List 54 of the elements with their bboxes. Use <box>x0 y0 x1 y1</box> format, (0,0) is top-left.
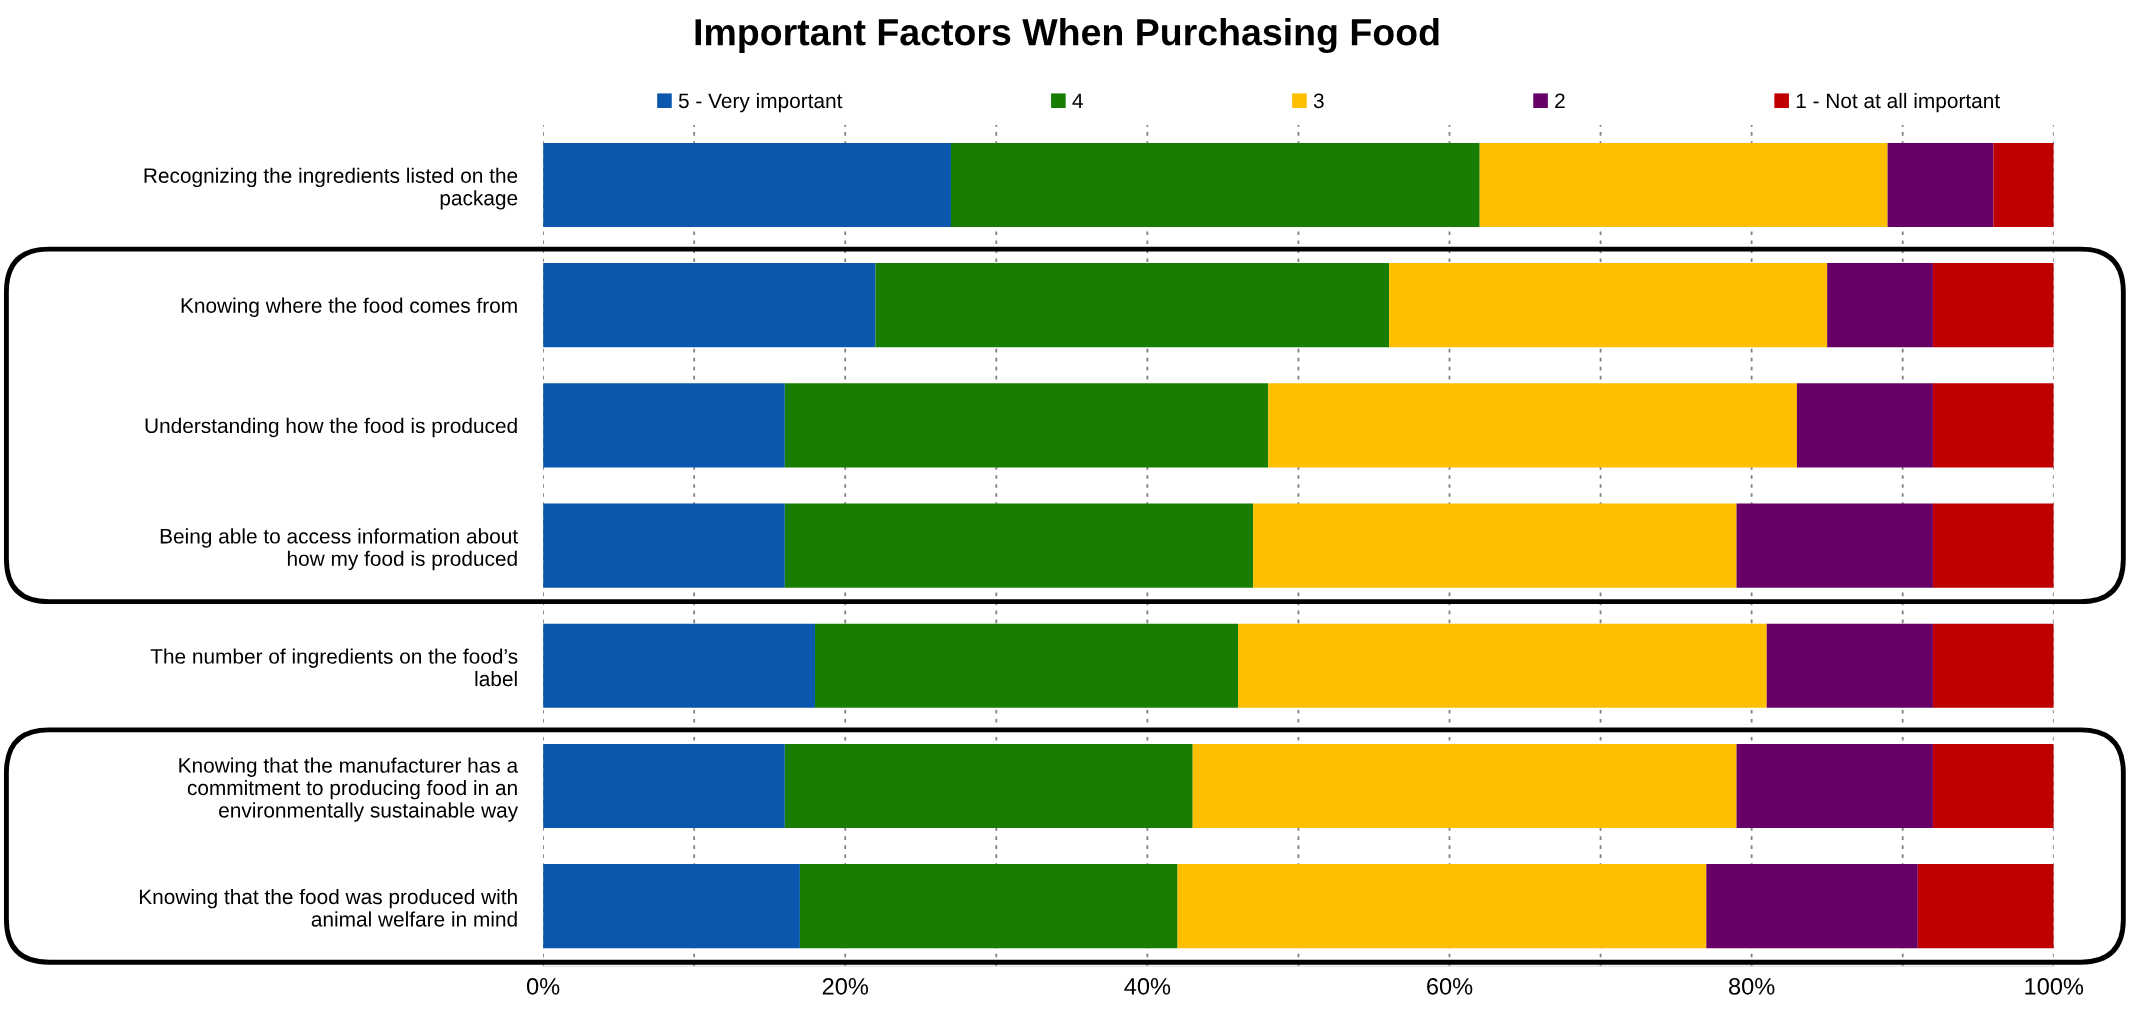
bar <box>1706 864 1918 949</box>
bar <box>543 142 951 228</box>
bar <box>1887 142 1994 228</box>
bar <box>543 743 785 829</box>
y-tick-label: Knowing that the food was produced with animal welfare in mind <box>139 888 517 927</box>
bar <box>1268 383 1797 468</box>
bar <box>1827 263 1933 348</box>
bar <box>1177 864 1707 949</box>
bar <box>799 864 1178 949</box>
bar <box>1389 263 1828 348</box>
bar <box>1993 142 2054 228</box>
legend-label: 1 - Not at all important <box>1796 92 2000 113</box>
bar <box>875 263 1390 348</box>
y-tick-label: The number of ingredients on the food’s label <box>150 648 518 687</box>
bar <box>543 864 800 949</box>
bar <box>543 383 785 468</box>
bar <box>784 743 1193 829</box>
bar <box>543 263 876 348</box>
bar <box>1932 503 2054 588</box>
bar <box>950 142 1480 228</box>
x-tick-label: 100% <box>2025 978 2084 995</box>
bar <box>1253 503 1737 588</box>
bar <box>784 503 1254 588</box>
bar <box>1736 503 1933 588</box>
bar <box>1932 263 2054 348</box>
bar <box>1736 743 1933 829</box>
bar <box>1192 743 1737 829</box>
y-tick-label: Being able to access information about how my food is produced <box>160 528 518 571</box>
bar <box>543 503 785 588</box>
bar <box>1932 383 2054 468</box>
legend-label: 5 - Very important <box>678 92 843 113</box>
legend-label: 2 <box>1555 93 1565 108</box>
y-tick-label: Recognizing the ingredients listed on the package <box>144 167 518 210</box>
x-tick-label: 80% <box>1729 978 1775 995</box>
bar <box>543 623 816 708</box>
legend-label: 4 <box>1072 93 1083 108</box>
legend-label: 3 <box>1313 93 1324 109</box>
x-tick-label: 40% <box>1124 978 1171 995</box>
y-tick-label: Knowing where the food comes from <box>181 297 517 318</box>
x-tick-label: 20% <box>822 978 869 995</box>
bar <box>784 383 1269 468</box>
bar <box>1796 383 1933 468</box>
bar <box>1479 142 1888 228</box>
chart-title: Important Factors When Purchasing Food <box>695 17 1439 54</box>
y-tick-label: Understanding how the food is produced <box>145 417 517 438</box>
bar <box>1932 743 2054 829</box>
bar <box>1917 864 2054 949</box>
bar <box>1932 623 2054 708</box>
y-tick-label: Knowing that the manufacturer has a commitment to producing food in an environmentally sustainable way <box>179 757 519 822</box>
bar <box>1238 623 1767 708</box>
x-tick-label: 0% <box>526 978 560 995</box>
x-tick-label: 60% <box>1427 978 1473 995</box>
bar <box>1766 623 1933 708</box>
bar <box>815 623 1239 708</box>
